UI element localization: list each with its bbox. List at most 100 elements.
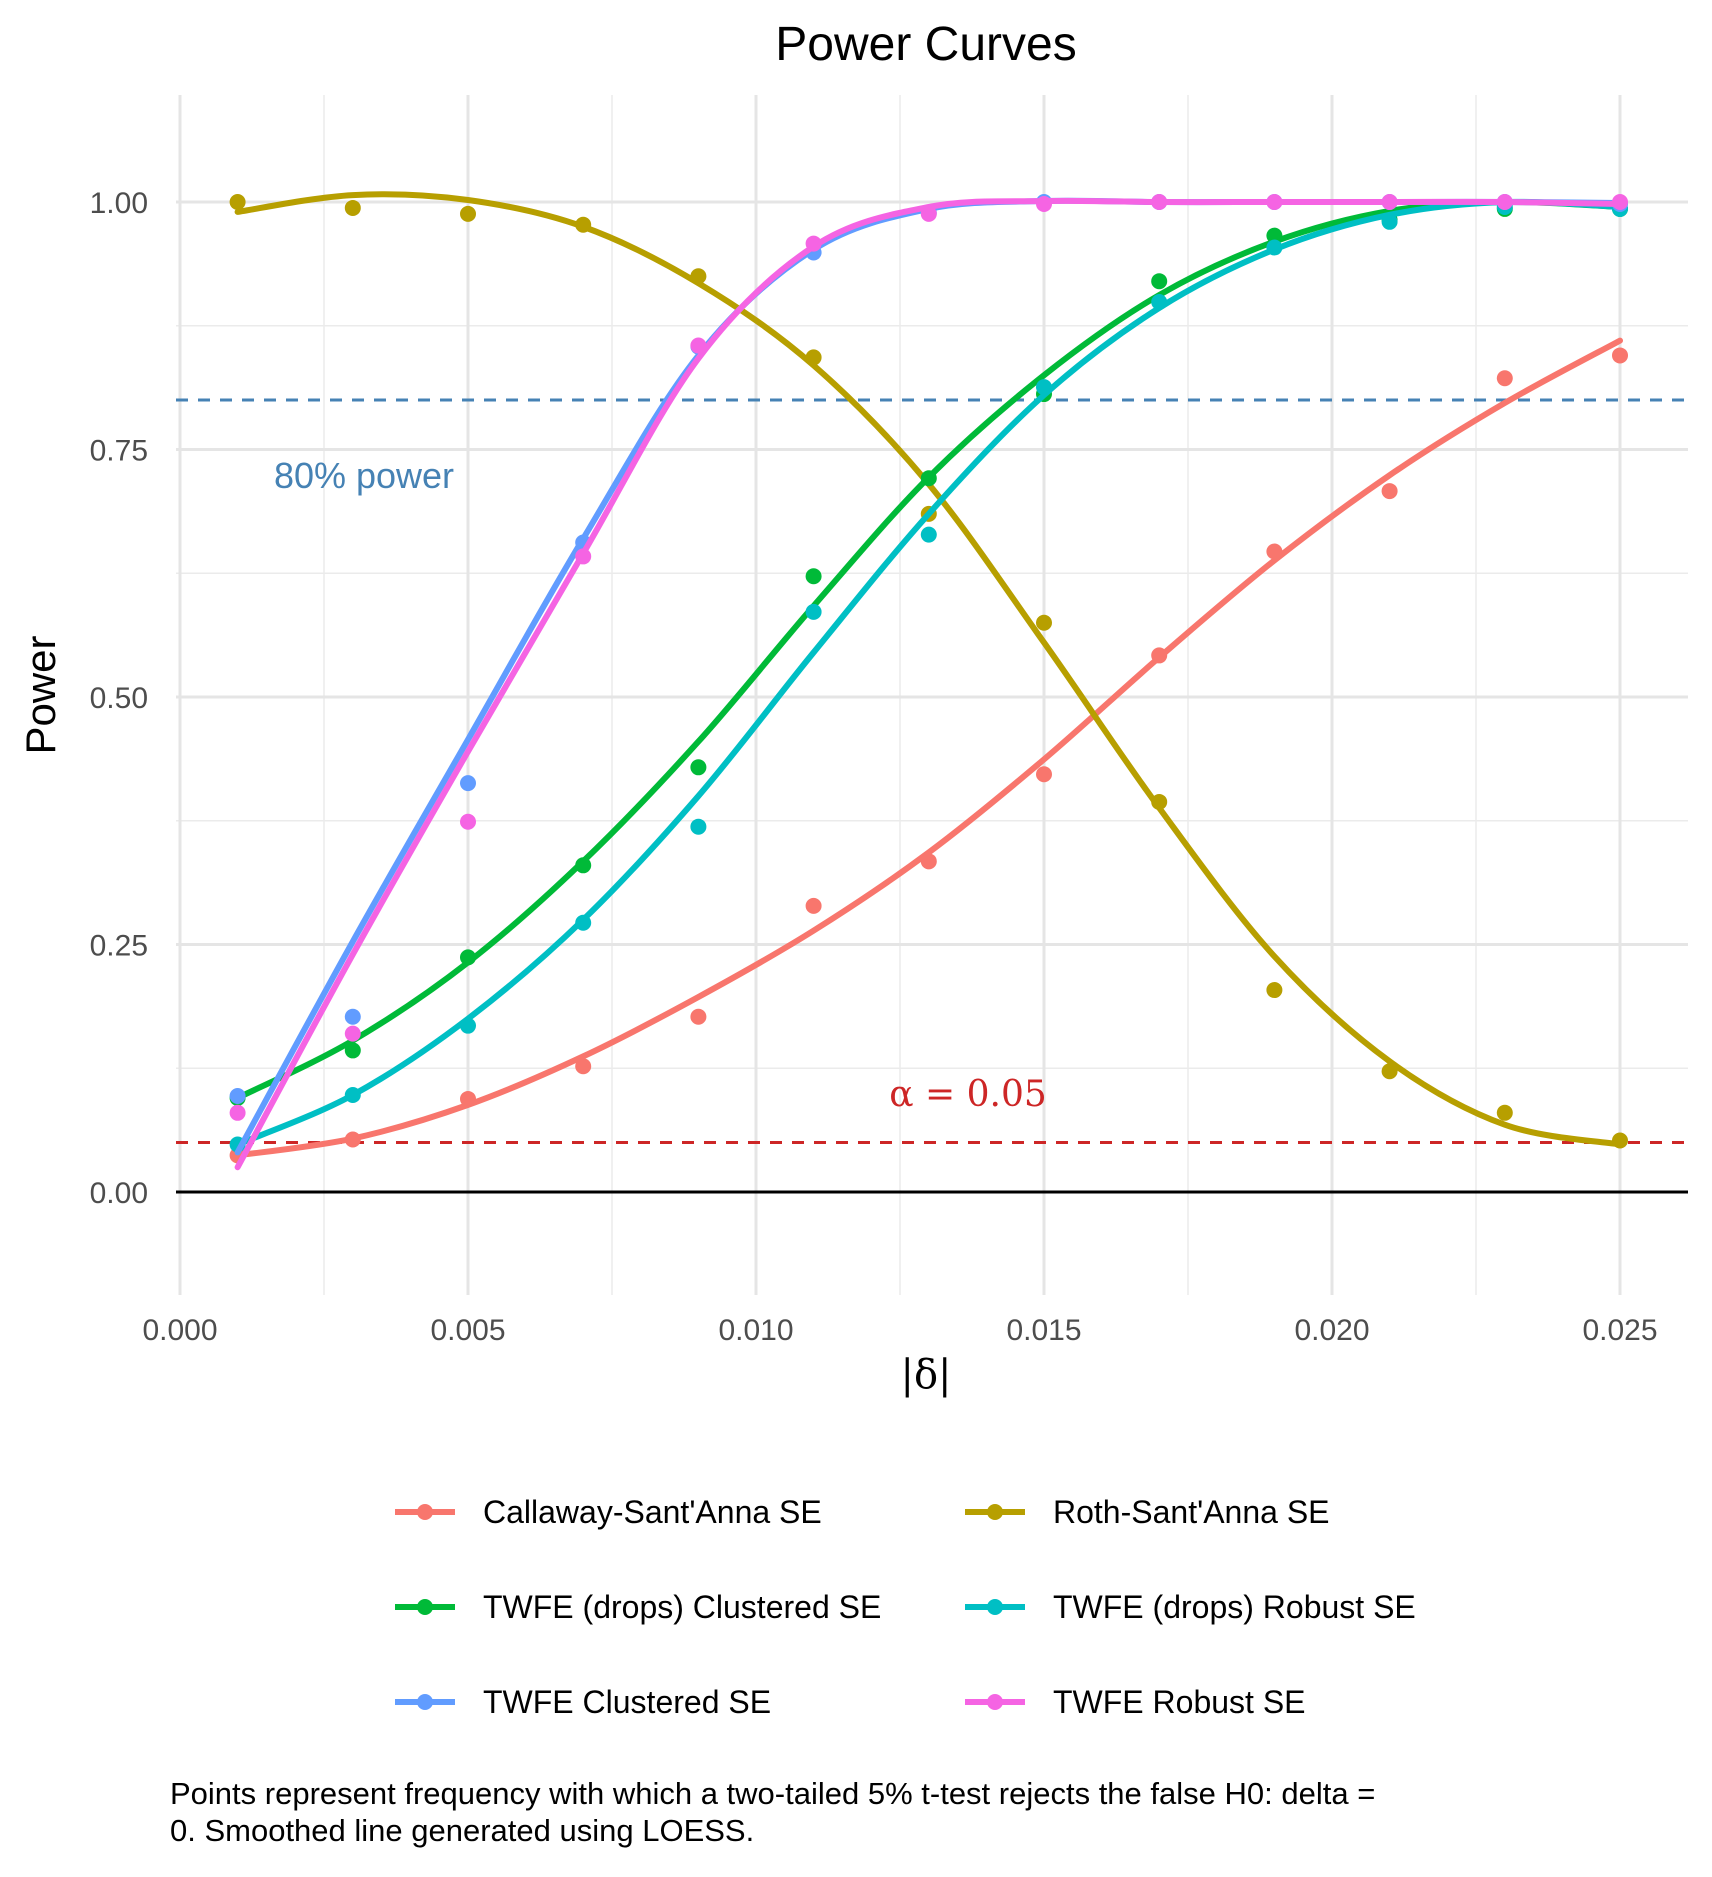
data-point-twfe-drops-robust-se [920,526,937,543]
data-point-twfe-drops-clustered-se [344,1042,361,1059]
legend-key-point-twfe-drops-clustered-se [417,1599,433,1615]
data-point-roth-sant-anna-se [1266,982,1283,999]
legend-key-point-callaway-sant-anna-se [417,1504,433,1520]
data-point-roth-sant-anna-se [805,349,822,366]
data-point-twfe-robust-se [1496,194,1513,210]
data-point-twfe-drops-robust-se [1036,379,1052,396]
data-point-twfe-robust-se [1266,194,1283,210]
data-point-twfe-robust-se [920,205,937,222]
series-line-roth-sant-anna-se [234,191,1623,1148]
data-point-twfe-clustered-se [229,1087,246,1104]
series-line-twfe-drops-clustered-se [234,198,1623,1101]
legend-label-twfe-drops-robust-se: TWFE (drops) Robust SE [1053,1589,1416,1625]
data-point-callaway-sant-anna-se [1496,370,1513,387]
data-point-twfe-drops-robust-se [1266,239,1283,256]
caption-line-1: Points represent frequency with which a … [170,1776,1376,1811]
x-tick-label: 0.005 [430,1314,505,1347]
y-tick-label: 0.75 [90,435,148,468]
data-point-twfe-drops-robust-se [344,1086,361,1103]
data-point-twfe-drops-robust-se [690,818,707,835]
data-point-callaway-sant-anna-se [1036,766,1052,783]
data-point-callaway-sant-anna-se [344,1131,361,1148]
data-point-twfe-robust-se [1151,194,1168,210]
data-point-callaway-sant-anna-se [460,1090,476,1107]
reference-lines-layer: 80% power α = 0.05 [176,398,1688,1144]
legend-label-twfe-robust-se: TWFE Robust SE [1053,1684,1306,1720]
data-point-callaway-sant-anna-se [920,853,937,870]
x-tick-label: 0.020 [1294,1314,1369,1347]
data-point-callaway-sant-anna-se [575,1058,592,1075]
data-point-twfe-drops-robust-se [1151,293,1168,310]
data-point-roth-sant-anna-se [690,268,707,285]
legend-key-point-twfe-clustered-se [417,1694,433,1710]
data-point-roth-sant-anna-se [575,216,592,233]
data-point-twfe-drops-clustered-se [920,470,937,487]
data-point-twfe-clustered-se [460,775,476,792]
legend-label-roth-sant-anna-se: Roth-Sant'Anna SE [1053,1494,1330,1530]
data-point-twfe-robust-se [1612,194,1628,210]
data-point-callaway-sant-anna-se [805,897,822,914]
y-tick-label: 0.25 [90,930,148,963]
caption-line-2: 0. Smoothed line generated using LOESS. [170,1813,755,1848]
data-point-roth-sant-anna-se [1151,793,1168,810]
data-point-twfe-drops-clustered-se [1151,273,1168,290]
data-point-callaway-sant-anna-se [1151,647,1168,664]
series-line-callaway-sant-anna-se [234,337,1623,1159]
x-tick-label: 0.000 [142,1314,217,1347]
legend-key-point-twfe-drops-robust-se [987,1599,1003,1615]
x-tick-label: 0.010 [718,1314,793,1347]
y-tick-label: 0.50 [90,682,148,715]
data-point-twfe-robust-se [805,235,822,252]
data-point-twfe-drops-clustered-se [805,568,822,585]
data-point-twfe-drops-clustered-se [575,857,592,874]
legend-label-twfe-clustered-se: TWFE Clustered SE [483,1684,771,1720]
legend-label-callaway-sant-anna-se: Callaway-Sant'Anna SE [483,1494,822,1530]
data-point-roth-sant-anna-se [229,194,246,210]
data-point-roth-sant-anna-se [460,205,476,222]
alpha-label: α = 0.05 [889,1074,1047,1115]
data-point-twfe-drops-robust-se [575,914,592,931]
data-point-twfe-drops-clustered-se [1266,227,1283,244]
data-point-callaway-sant-anna-se [1381,483,1398,500]
x-tick-label: 0.015 [1006,1314,1081,1347]
y-tick-label: 1.00 [90,187,148,220]
y-tick-label: 0.00 [90,1177,148,1210]
axis-layer: 0.000 0.005 0.010 0.015 0.020 0.025 0.00 0.25 0.… [90,187,1688,1347]
data-point-callaway-sant-anna-se [690,1008,707,1025]
x-axis-label: |δ| [900,1352,951,1398]
grid-layer [176,95,1688,1295]
data-point-twfe-robust-se [460,813,476,830]
legend-key-point-twfe-robust-se [987,1694,1003,1710]
series-line-twfe-drops-robust-se [234,198,1623,1148]
data-point-roth-sant-anna-se [1036,614,1052,631]
data-point-twfe-robust-se [229,1104,246,1121]
data-point-twfe-robust-se [1381,194,1398,210]
data-point-twfe-drops-robust-se [805,603,822,620]
data-point-roth-sant-anna-se [1612,1132,1628,1149]
series-line-twfe-robust-se [234,197,1623,1171]
data-point-callaway-sant-anna-se [1612,347,1628,364]
data-point-twfe-robust-se [1036,195,1052,212]
y-axis-label: Power [17,635,64,754]
data-point-twfe-clustered-se [344,1008,361,1025]
data-point-twfe-drops-robust-se [460,1017,476,1034]
data-point-twfe-drops-robust-se [1381,213,1398,230]
legend-key-point-roth-sant-anna-se [987,1504,1003,1520]
legend: Callaway-Sant'Anna SE Roth-Sant'Anna SE TW… [395,1494,1416,1720]
legend-label-twfe-drops-clustered-se: TWFE (drops) Clustered SE [483,1589,881,1625]
series-line-twfe-clustered-se [234,197,1623,1156]
data-point-twfe-robust-se [690,337,707,354]
x-tick-label: 0.025 [1582,1314,1657,1347]
data-point-roth-sant-anna-se [1496,1104,1513,1121]
chart-caption: Points represent frequency with which a … [170,1775,1620,1849]
data-point-callaway-sant-anna-se [1266,543,1283,560]
data-point-roth-sant-anna-se [1381,1063,1398,1080]
data-point-twfe-drops-clustered-se [460,949,476,966]
power-80-label: 80% power [274,455,454,496]
data-point-twfe-robust-se [575,548,592,565]
data-point-roth-sant-anna-se [344,199,361,216]
data-point-twfe-robust-se [344,1025,361,1042]
data-point-twfe-drops-clustered-se [690,759,707,776]
series-layer [229,191,1628,1171]
